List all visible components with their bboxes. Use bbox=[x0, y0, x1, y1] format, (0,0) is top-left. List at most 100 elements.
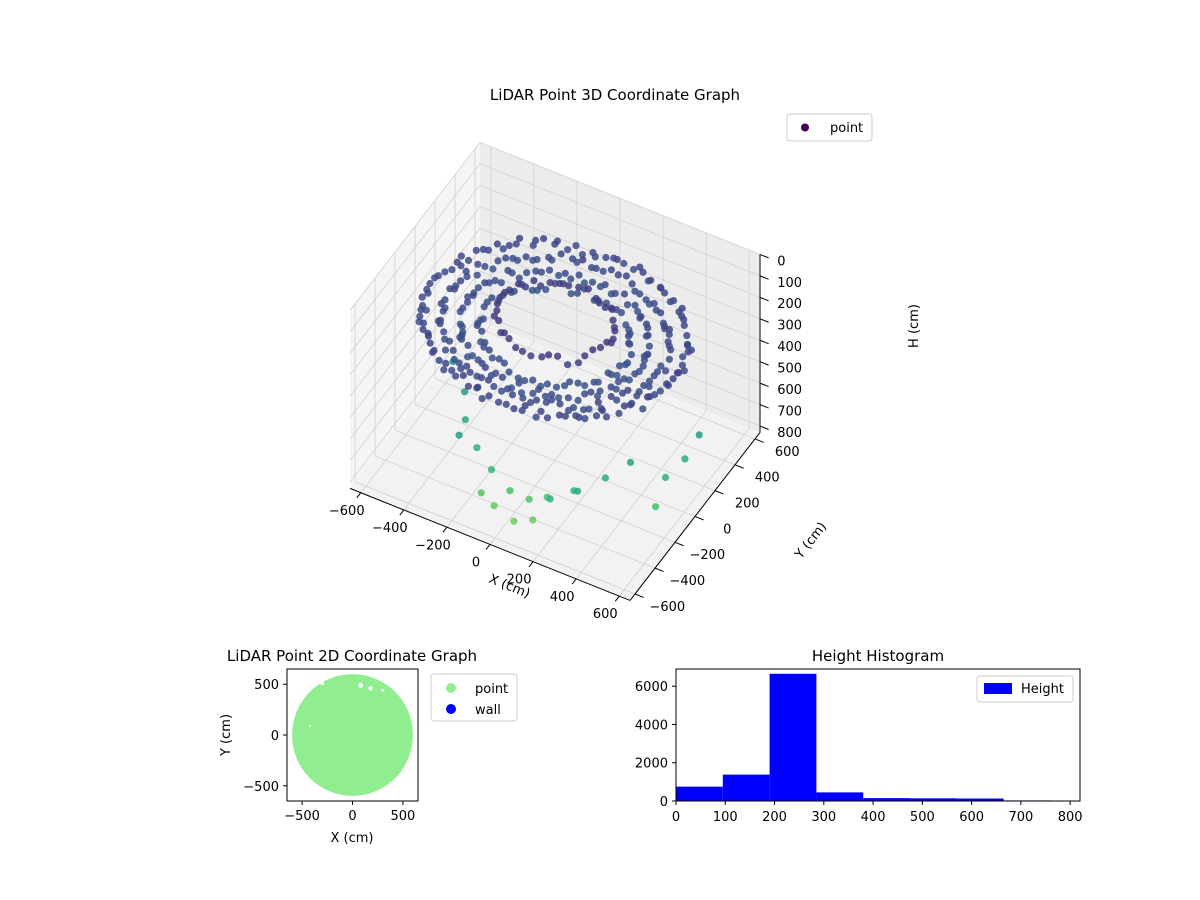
tick-label-x-histogram: 600 bbox=[959, 810, 984, 825]
tick-label-z-3d: 100 bbox=[777, 276, 802, 291]
point-3d bbox=[695, 431, 703, 439]
point-3d bbox=[478, 327, 486, 335]
point-3d bbox=[589, 346, 597, 354]
point-3d bbox=[554, 352, 562, 360]
point-3d bbox=[495, 317, 503, 325]
point-3d bbox=[634, 307, 642, 315]
point-3d bbox=[650, 372, 658, 380]
point-3d bbox=[416, 312, 424, 320]
point-3d bbox=[567, 275, 575, 283]
legend-label-height: Height bbox=[1021, 682, 1064, 697]
gridline-x-3d bbox=[618, 250, 750, 597]
point-3d bbox=[564, 406, 573, 414]
point-3d bbox=[521, 377, 529, 385]
tick-label-z-3d: 400 bbox=[777, 340, 802, 355]
point-3d bbox=[594, 398, 602, 406]
chart-title-3d: LiDAR Point 3D Coordinate Graph bbox=[490, 86, 740, 104]
point-3d bbox=[581, 382, 589, 390]
gridline-z-3d bbox=[349, 163, 761, 333]
point-3d bbox=[609, 316, 617, 324]
point-3d bbox=[640, 381, 648, 390]
point-3d bbox=[437, 300, 445, 308]
gridline-x-3d bbox=[360, 146, 492, 493]
point-3d bbox=[473, 444, 481, 452]
point-3d bbox=[440, 328, 448, 336]
point-3d bbox=[529, 256, 537, 264]
point-3d bbox=[639, 405, 647, 413]
point-3d bbox=[585, 405, 593, 413]
tick-mark-z-3d bbox=[759, 382, 769, 388]
tick-label-z-3d: 500 bbox=[777, 362, 802, 377]
ticks-2d: −500 0 500 −500 0 500 bbox=[243, 678, 415, 824]
point-3d bbox=[598, 406, 607, 415]
point-3d bbox=[561, 412, 570, 420]
point-3d bbox=[573, 258, 581, 266]
point-3d bbox=[680, 367, 688, 375]
point-3d bbox=[607, 266, 616, 274]
point-3d bbox=[656, 387, 664, 395]
point-3d bbox=[508, 391, 517, 399]
point-3d bbox=[442, 359, 450, 367]
ticks-histogram: 0 100 200 300 400 500 600 700 800 0 2000 4000 6000 bbox=[635, 680, 1083, 825]
point-3d bbox=[684, 348, 692, 356]
point-3d bbox=[542, 286, 550, 294]
point-3d bbox=[419, 325, 427, 334]
histogram-bar bbox=[769, 673, 817, 801]
point-3d bbox=[575, 283, 583, 291]
gridline-z-3d bbox=[349, 141, 761, 311]
tick-label-x-3d: 600 bbox=[593, 607, 618, 622]
point-3d bbox=[574, 379, 582, 387]
point-3d bbox=[519, 394, 527, 402]
point-3d bbox=[500, 359, 508, 367]
point-3d bbox=[477, 489, 485, 497]
point-3d bbox=[456, 308, 464, 316]
point-3d bbox=[426, 279, 434, 288]
tick-label-y-3d: 400 bbox=[755, 471, 780, 486]
point-3d bbox=[464, 382, 472, 390]
point-3d bbox=[474, 284, 482, 292]
point-3d bbox=[657, 284, 665, 292]
point-3d bbox=[505, 368, 513, 376]
tick-mark-x-3d bbox=[528, 561, 534, 568]
legend-marker-wall-2d bbox=[446, 704, 456, 714]
point-3d bbox=[515, 280, 523, 288]
point-3d bbox=[498, 373, 506, 381]
point-3d bbox=[574, 487, 582, 495]
tick-label-y-3d: −200 bbox=[689, 548, 725, 563]
point-3d bbox=[481, 363, 489, 372]
y-axis-label-2d: Y (cm) bbox=[219, 714, 234, 757]
tick-mark-x-3d bbox=[442, 526, 448, 533]
point-3d bbox=[493, 300, 501, 308]
point-3d bbox=[523, 269, 531, 277]
histogram-bar bbox=[816, 792, 864, 801]
tick-label-x-histogram: 800 bbox=[1058, 810, 1083, 825]
point-3d bbox=[625, 339, 633, 347]
point-3d bbox=[556, 279, 564, 288]
point-3d bbox=[623, 301, 632, 309]
gridline-y-3d bbox=[434, 200, 716, 491]
point-3d bbox=[636, 263, 644, 271]
point-3d bbox=[491, 277, 499, 285]
point-3d bbox=[435, 356, 443, 364]
point-3d bbox=[604, 369, 612, 377]
axis-line-x-3d bbox=[349, 487, 631, 601]
point-3d bbox=[518, 347, 527, 355]
point-gap-2d bbox=[309, 724, 312, 727]
point-3d bbox=[473, 321, 481, 330]
point-3d bbox=[463, 298, 472, 306]
point-3d bbox=[453, 258, 461, 266]
gridline-y-3d bbox=[414, 226, 696, 517]
point-3d bbox=[624, 386, 632, 394]
point-gap-2d bbox=[381, 688, 385, 692]
point-3d bbox=[502, 400, 510, 408]
x-axis-label-2d: X (cm) bbox=[331, 831, 374, 846]
point-3d bbox=[459, 371, 467, 380]
histogram-bars bbox=[676, 673, 1051, 801]
tick-label-y-3d: −400 bbox=[669, 574, 705, 589]
point-3d bbox=[422, 306, 430, 314]
point-3d bbox=[601, 474, 610, 482]
point-3d bbox=[532, 413, 540, 421]
point-3d bbox=[639, 362, 647, 370]
gridline-z-3d bbox=[349, 313, 761, 483]
